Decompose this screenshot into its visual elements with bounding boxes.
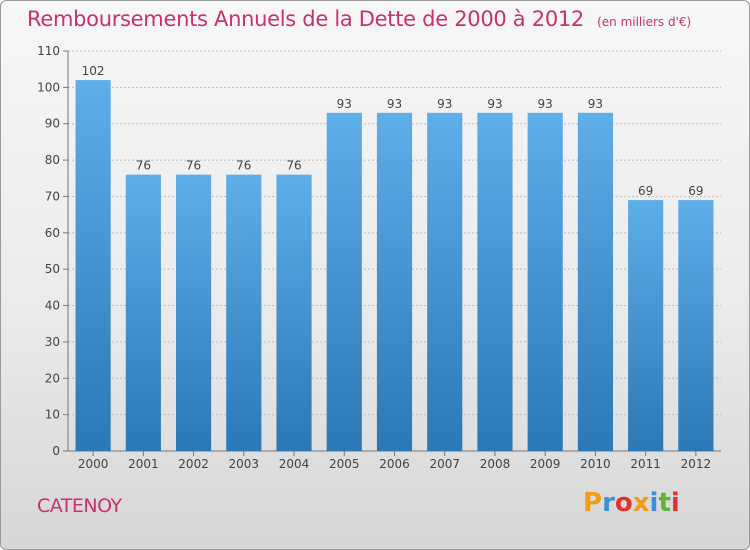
bar-value-label: 102 [82, 64, 105, 78]
brand-logo-letter: t [658, 488, 671, 518]
bar [577, 112, 614, 452]
bar [75, 80, 111, 451]
x-tick-label: 2010 [580, 457, 611, 471]
bar-value-label: 93 [437, 97, 452, 111]
x-tick-label: 2008 [480, 457, 511, 471]
x-tick-label: 2000 [78, 457, 109, 471]
bar-value-label: 76 [136, 159, 151, 173]
labels: 0 10 20 30 40 50 60 70 80 90 100 110 102 2000 76 2001 76… [37, 44, 711, 471]
bar-value-label: 76 [236, 159, 251, 173]
y-tick-label: 110 [37, 44, 60, 58]
x-tick-label: 2011 [630, 457, 661, 471]
chart-subtitle: (en milliers d'€) [597, 15, 692, 29]
bar-value-label: 69 [638, 184, 653, 198]
bar [226, 174, 262, 452]
y-tick-label: 100 [37, 80, 60, 94]
chart-header: Remboursements Annuels de la Dette de 20… [27, 7, 691, 31]
brand-logo-letter: r [602, 488, 615, 518]
y-tick-label: 20 [45, 371, 60, 385]
brand-logo: Proxiti [583, 488, 680, 518]
bar-value-label: 93 [538, 97, 553, 111]
bar [628, 200, 664, 451]
bars [75, 80, 714, 452]
bar [125, 174, 161, 452]
bar [276, 174, 312, 452]
bar [175, 174, 212, 452]
bar-value-label: 93 [487, 97, 502, 111]
chart-title: Remboursements Annuels de la Dette de 20… [27, 7, 584, 31]
x-tick-label: 2007 [429, 457, 460, 471]
x-tick-label: 2009 [530, 457, 561, 471]
y-tick-label: 70 [45, 189, 60, 203]
bar [326, 112, 362, 452]
brand-logo-letter: i [649, 488, 659, 518]
bar [678, 200, 714, 451]
x-tick-label: 2003 [229, 457, 260, 471]
brand-logo-letter: x [632, 488, 650, 518]
x-tick-label: 2006 [379, 457, 410, 471]
y-tick-label: 30 [45, 335, 60, 349]
y-tick-label: 50 [45, 262, 60, 276]
brand-logo-letter: o [614, 488, 633, 518]
bar-value-label: 76 [186, 159, 201, 173]
y-tick-label: 60 [45, 226, 60, 240]
brand-logo-letter: i [670, 488, 680, 518]
bar-value-label: 93 [337, 97, 352, 111]
x-tick-label: 2002 [178, 457, 209, 471]
y-tick-label: 40 [45, 299, 60, 313]
bar [427, 112, 463, 452]
bar [376, 112, 413, 452]
x-tick-label: 2001 [128, 457, 159, 471]
city-name: CATENOY [37, 495, 122, 517]
y-tick-label: 10 [45, 408, 60, 422]
bar-value-label: 69 [688, 184, 703, 198]
bar [477, 112, 513, 452]
y-tick-label: 90 [45, 117, 60, 131]
bar-value-label: 93 [588, 97, 603, 111]
x-tick-label: 2012 [681, 457, 712, 471]
bar-value-label: 76 [286, 159, 301, 173]
x-tick-label: 2005 [329, 457, 360, 471]
y-tick-label: 0 [52, 444, 60, 458]
x-tick-label: 2004 [279, 457, 310, 471]
brand-logo-letter: P [583, 488, 603, 518]
y-tick-label: 80 [45, 153, 60, 167]
bar [527, 112, 563, 452]
bar-value-label: 93 [387, 97, 402, 111]
